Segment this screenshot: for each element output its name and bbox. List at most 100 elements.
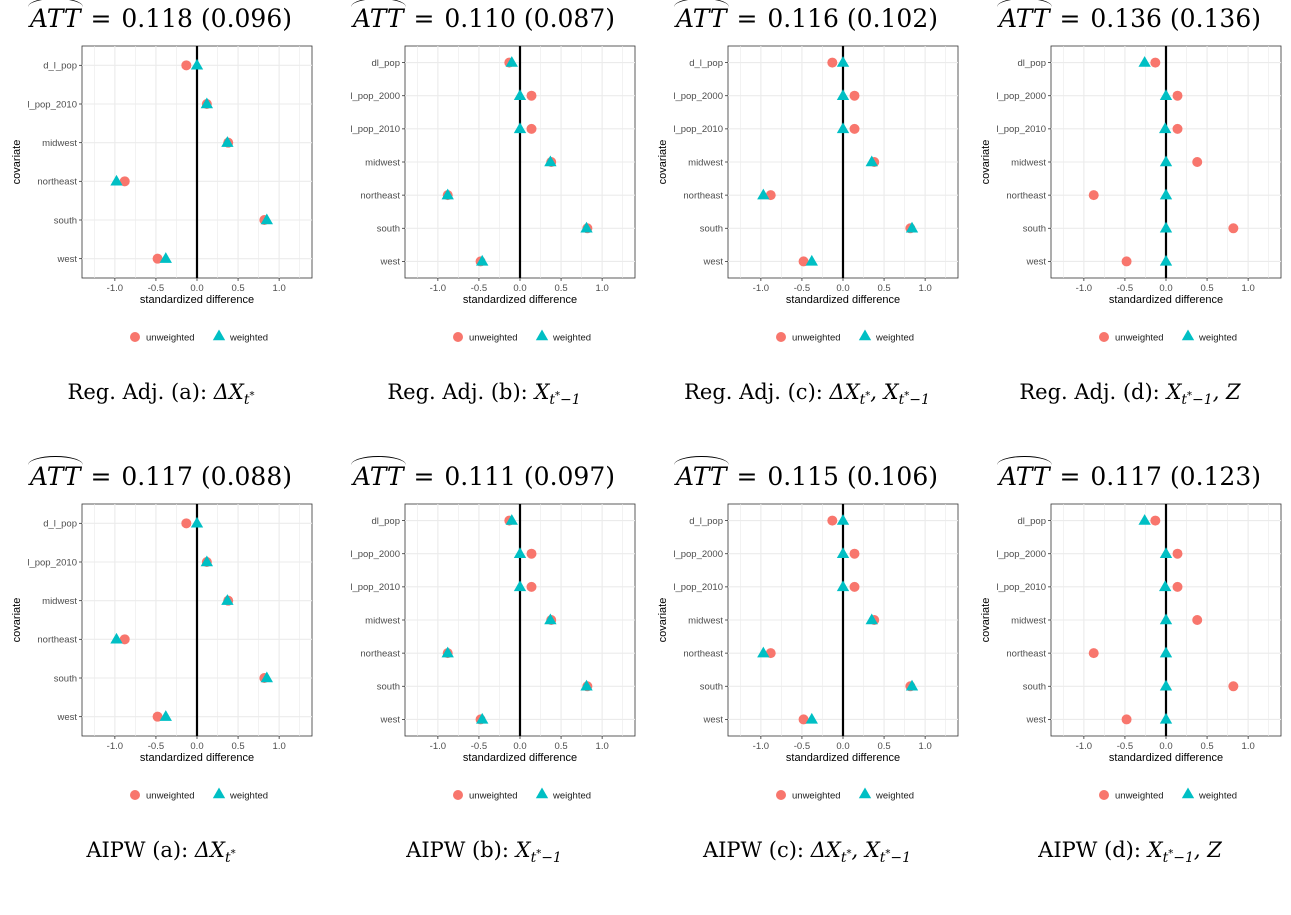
unweighted-point [1172, 548, 1183, 559]
title-space [1162, 4, 1170, 33]
covariate-label: west [702, 257, 723, 268]
equals-sign: = [82, 4, 120, 33]
weighted-point [190, 516, 204, 528]
covariate-label: west [1025, 715, 1046, 726]
caption-superscript-2: * [885, 849, 890, 860]
covariate-label: d_l_pop [689, 58, 723, 69]
legend-weighted-marker [858, 787, 872, 799]
x-tick-label: 0.5 [554, 283, 567, 294]
caption-label: AIPW (d): [1038, 838, 1141, 862]
weighted-point [805, 712, 818, 724]
covariate-label: l_pop_2010 [996, 124, 1046, 135]
caption-sup-star: * [865, 390, 871, 402]
covariate-label: west [56, 254, 77, 265]
x-tick-label: 0.5 [231, 283, 244, 294]
legend-unweighted-marker [130, 332, 140, 342]
x-tick-label: -1.0 [430, 741, 446, 752]
caption-superscript-2: * [904, 391, 909, 402]
chart-panel: ATT = 0.115 (0.106) -1.0 -0.5 0.0 0.5 1.0 d_l_… [646, 456, 968, 914]
caption-subscript-2: t*−1 [898, 391, 930, 409]
att-symbol: ATT [353, 4, 404, 33]
x-tick-label: -1.0 [1076, 741, 1092, 752]
att-estimate: 0.118 [121, 4, 193, 33]
weighted-point [580, 221, 593, 233]
weighted-point [836, 547, 850, 558]
unweighted-point [849, 581, 860, 592]
weighted-point [836, 514, 850, 525]
title-space [839, 4, 847, 33]
legend-weighted-marker [858, 329, 872, 341]
chart-panel: ATT = 0.118 (0.096) -1.0 -0.5 0.0 0.5 1.0 d_l_… [0, 0, 322, 456]
weighted-point [110, 632, 123, 644]
unweighted-point [1088, 190, 1099, 201]
weighted-point [836, 56, 850, 67]
caption-math: X [515, 838, 531, 862]
balance-plot: -1.0 -0.5 0.0 0.5 1.0 d_l_pop l_pop_2010midwes… [11, 503, 313, 802]
weighted-point [1159, 646, 1173, 658]
caption-sub-t: t [1162, 850, 1169, 867]
weighted-point [505, 514, 518, 525]
caption-sup-star: * [230, 848, 236, 860]
weighted-point [1159, 547, 1173, 558]
title-space [193, 462, 201, 491]
covariate-label: d_l_pop [43, 519, 77, 530]
unweighted-point [1150, 57, 1161, 68]
covariate-label: midwest [688, 615, 723, 626]
caption-superscript: * [846, 849, 851, 860]
covariate-label: south [377, 682, 400, 693]
weighted-point [159, 252, 172, 263]
weighted-point [513, 122, 527, 134]
caption-sub-t-2: t [898, 392, 905, 409]
weighted-point [544, 613, 557, 625]
unweighted-point [849, 90, 860, 101]
weighted-point [1159, 221, 1173, 233]
att-title: ATT = 0.117 (0.123) [969, 456, 1291, 491]
equals-sign: = [82, 462, 120, 491]
weighted-point [513, 89, 527, 100]
caption-sub-t-2: t [879, 850, 886, 867]
legend-unweighted-marker [1099, 790, 1109, 800]
x-tick-label: 1.0 [919, 741, 932, 752]
legend-unweighted-marker [453, 790, 463, 800]
covariate-label: l_pop_2000 [673, 91, 723, 102]
legend-weighted-marker [535, 787, 549, 799]
x-axis-title: standardized difference [463, 752, 577, 764]
att-standard-error: (0.097) [523, 462, 615, 491]
unweighted-point [526, 90, 537, 101]
legend-weighted-label: weighted [875, 333, 914, 344]
caption-subscript: t* [244, 391, 255, 409]
covariate-label: south [54, 673, 77, 684]
x-axis-title: standardized difference [786, 294, 900, 306]
covariate-label: northeast [37, 635, 77, 646]
att-estimate: 0.117 [1090, 462, 1162, 491]
covariate-label: l_pop_2010 [27, 99, 77, 110]
unweighted-point [152, 253, 163, 264]
weighted-point [905, 221, 919, 233]
weighted-point [200, 555, 214, 567]
caption-label: AIPW (c): [702, 838, 805, 862]
x-tick-label: 0.0 [513, 741, 526, 752]
covariate-label: northeast [360, 648, 400, 659]
att-symbol: ATT [30, 4, 81, 33]
covariate-label: south [1023, 682, 1046, 693]
legend-weighted-marker [212, 787, 226, 799]
x-tick-label: 0.0 [513, 283, 526, 294]
x-tick-label: 0.0 [1159, 283, 1172, 294]
unweighted-point [1172, 581, 1183, 592]
caption-superscript: * [249, 391, 254, 402]
covariate-label: l_pop_2010 [673, 124, 723, 135]
covariate-label: dl_pop [1017, 58, 1046, 69]
covariate-label: dl_pop [371, 58, 400, 69]
x-tick-label: 0.0 [836, 741, 849, 752]
caption-sup-star: * [555, 390, 561, 402]
caption-subscript: t*−1 [549, 390, 580, 409]
weighted-point [505, 56, 518, 67]
covariate-label: midwest [42, 138, 77, 149]
caption-sub-t: t [225, 850, 231, 867]
x-axis-title: standardized difference [786, 752, 900, 764]
x-tick-label: 0.0 [190, 741, 203, 752]
att-symbol: ATT [997, 456, 1052, 491]
covariate-label: l_pop_2000 [350, 91, 400, 102]
unweighted-point [1228, 223, 1239, 234]
att-standard-error: (0.106) [846, 462, 938, 491]
